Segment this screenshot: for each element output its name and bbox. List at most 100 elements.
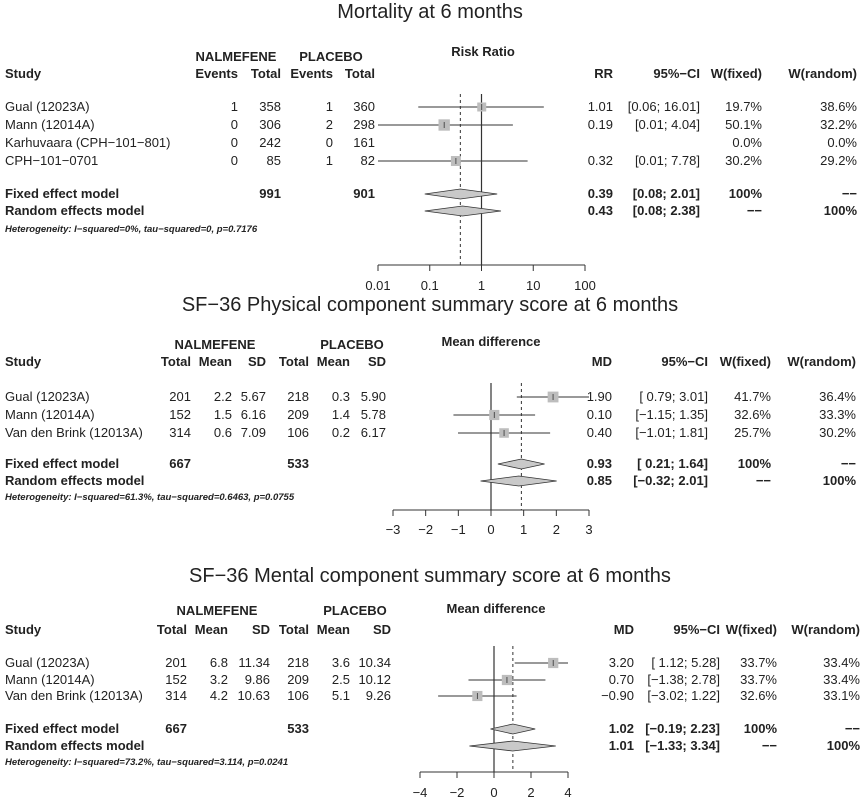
table-cell: 209: [287, 672, 309, 687]
table-cell: 0: [326, 135, 333, 150]
pooled-diamond: [497, 458, 545, 470]
weight-random: 32.2%: [820, 117, 857, 132]
forest-panel-1: Mortality at 6 months NALMEFENE PLACEBO Ris…: [5, 1, 857, 293]
pooled-confidence-interval: [0.08; 2.38]: [633, 203, 700, 218]
study-name: Karhuvaara (CPH−101−801): [5, 135, 171, 150]
confidence-interval: [0.01; 7.78]: [635, 153, 700, 168]
table-cell: 314: [169, 425, 191, 440]
table-cell: 218: [287, 655, 309, 670]
table-cell: 306: [259, 117, 281, 132]
table-cell: 298: [353, 117, 375, 132]
group-label: PLACEBO: [323, 603, 387, 618]
confidence-interval: [ 0.79; 3.01]: [639, 389, 708, 404]
effect-estimate: 0.70: [609, 672, 634, 687]
pooled-confidence-interval: [0.08; 2.01]: [633, 186, 700, 201]
table-cell: 360: [353, 99, 375, 114]
x-tick-label: 1: [478, 278, 485, 293]
heterogeneity-note: Heterogeneity: I−squared=73.2%, tau−squa…: [5, 757, 288, 768]
forest-panel-2: SF−36 Physical component summary score a…: [5, 294, 856, 537]
table-cell: 7.09: [241, 425, 266, 440]
table-cell: 201: [169, 389, 191, 404]
weight-fixed: 0.0%: [732, 135, 762, 150]
column-header: Study: [5, 66, 42, 81]
table-cell: 0: [231, 135, 238, 150]
pooled-confidence-interval: [ 0.21; 1.64]: [637, 456, 708, 471]
column-header: Mean: [317, 622, 350, 637]
pooled-model-label: Fixed effect model: [5, 186, 119, 201]
column-header: MD: [592, 354, 612, 369]
pooled-confidence-interval: [−0.19; 2.23]: [645, 721, 720, 736]
heterogeneity-note: Heterogeneity: I−squared=0%, tau−squared…: [5, 224, 258, 235]
column-header: SD: [368, 354, 386, 369]
x-tick-label: 2: [527, 785, 534, 800]
column-header: Mean: [195, 622, 228, 637]
column-header: SD: [248, 354, 266, 369]
x-tick-label: 0.1: [421, 278, 439, 293]
table-cell: 1: [231, 99, 238, 114]
study-name: Van den Brink (12013A): [5, 425, 143, 440]
pooled-weight-random: 100%: [824, 203, 858, 218]
effect-estimate: 0.40: [587, 425, 612, 440]
pooled-weight-fixed: 100%: [744, 721, 778, 736]
table-cell: 1.4: [332, 407, 350, 422]
x-tick-label: −2: [450, 785, 465, 800]
pooled-model-label: Random effects model: [5, 473, 144, 488]
pooled-diamond: [469, 740, 556, 752]
table-cell: 2: [326, 117, 333, 132]
pooled-total: 991: [259, 186, 281, 201]
column-header: 95%−CI: [673, 622, 720, 637]
table-cell: 1: [326, 153, 333, 168]
x-tick-label: 100: [574, 278, 596, 293]
pooled-estimate: 0.85: [587, 473, 612, 488]
pooled-estimate: 1.01: [609, 738, 634, 753]
table-cell: 0: [231, 117, 238, 132]
pooled-diamond: [480, 475, 557, 487]
column-header: Mean: [317, 354, 350, 369]
weight-fixed: 32.6%: [740, 688, 777, 703]
column-header: RR: [594, 66, 613, 81]
confidence-interval: [ 1.12; 5.28]: [651, 655, 720, 670]
column-header: 95%−CI: [661, 354, 708, 369]
weight-random: 33.4%: [823, 672, 860, 687]
pooled-weight-random: −−: [842, 186, 858, 201]
x-tick-label: 0: [487, 522, 494, 537]
column-header: 95%−CI: [653, 66, 700, 81]
x-tick-label: −4: [413, 785, 428, 800]
study-name: Gual (12023A): [5, 655, 90, 670]
confidence-interval: [−1.15; 1.35]: [635, 407, 708, 422]
table-cell: 6.17: [361, 425, 386, 440]
effect-measure-label: Mean difference: [442, 334, 541, 349]
study-name: Gual (12023A): [5, 389, 90, 404]
column-header: Study: [5, 354, 42, 369]
column-header: Total: [345, 66, 375, 81]
weight-fixed: 32.6%: [734, 407, 771, 422]
column-header: SD: [373, 622, 391, 637]
effect-estimate: 1.01: [588, 99, 613, 114]
effect-estimate: 3.20: [609, 655, 634, 670]
table-cell: 85: [267, 153, 281, 168]
column-header: W(random): [788, 66, 857, 81]
weight-random: 0.0%: [827, 135, 857, 150]
panel-title: SF−36 Physical component summary score a…: [182, 294, 678, 316]
pooled-total: 667: [169, 456, 191, 471]
column-header: SD: [252, 622, 270, 637]
table-cell: 106: [287, 425, 309, 440]
table-cell: 0.2: [332, 425, 350, 440]
table-cell: 5.1: [332, 688, 350, 703]
table-cell: 0.3: [332, 389, 350, 404]
table-cell: 0.6: [214, 425, 232, 440]
column-header: W(random): [791, 622, 860, 637]
table-cell: 5.90: [361, 389, 386, 404]
weight-fixed: 50.1%: [725, 117, 762, 132]
table-cell: 82: [361, 153, 375, 168]
pooled-weight-fixed: −−: [756, 473, 772, 488]
pooled-weight-random: 100%: [823, 473, 857, 488]
heterogeneity-note: Heterogeneity: I−squared=61.3%, tau−squa…: [5, 492, 295, 503]
table-cell: 5.78: [361, 407, 386, 422]
table-cell: 152: [169, 407, 191, 422]
table-cell: 5.67: [241, 389, 266, 404]
study-name: Mann (12014A): [5, 117, 95, 132]
weight-fixed: 33.7%: [740, 672, 777, 687]
column-header: Total: [157, 622, 187, 637]
table-cell: 358: [259, 99, 281, 114]
